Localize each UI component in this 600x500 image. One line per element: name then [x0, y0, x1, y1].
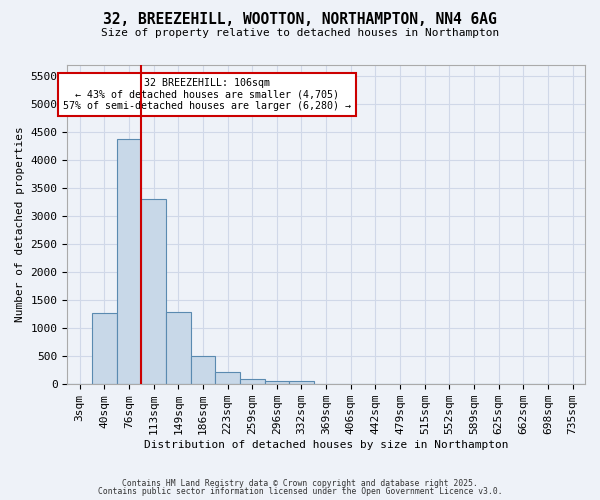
Bar: [92, 313, 116, 384]
Bar: [191, 356, 215, 384]
Text: 32 BREEZEHILL: 106sqm
← 43% of detached houses are smaller (4,705)
57% of semi-d: 32 BREEZEHILL: 106sqm ← 43% of detached …: [63, 78, 351, 111]
X-axis label: Distribution of detached houses by size in Northampton: Distribution of detached houses by size …: [144, 440, 508, 450]
Bar: [265, 381, 289, 384]
Bar: [289, 381, 314, 384]
Text: Contains public sector information licensed under the Open Government Licence v3: Contains public sector information licen…: [98, 487, 502, 496]
Bar: [215, 372, 240, 384]
Y-axis label: Number of detached properties: Number of detached properties: [15, 126, 25, 322]
Text: Size of property relative to detached houses in Northampton: Size of property relative to detached ho…: [101, 28, 499, 38]
Text: 32, BREEZEHILL, WOOTTON, NORTHAMPTON, NN4 6AG: 32, BREEZEHILL, WOOTTON, NORTHAMPTON, NN…: [103, 12, 497, 28]
Bar: [240, 379, 265, 384]
Bar: [116, 139, 141, 384]
Bar: [141, 200, 166, 384]
Text: Contains HM Land Registry data © Crown copyright and database right 2025.: Contains HM Land Registry data © Crown c…: [122, 478, 478, 488]
Bar: [166, 312, 191, 384]
